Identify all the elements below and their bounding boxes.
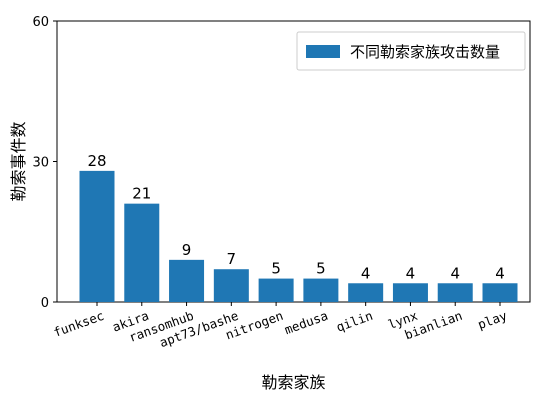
data-label: 4 (495, 264, 505, 282)
bar-ransomhub (169, 259, 205, 302)
bars (79, 170, 518, 302)
y-tick-label: 60 (32, 15, 49, 30)
y-axis-title: 勒索事件数 (9, 121, 28, 201)
data-label: 4 (361, 264, 371, 282)
y-tick-label: 0 (41, 296, 49, 311)
data-label: 9 (182, 241, 192, 259)
y-axis: 0 30 60 (32, 15, 57, 311)
bar-nitrogen (258, 278, 294, 302)
data-label: 28 (87, 152, 106, 170)
bar-akira (124, 203, 160, 302)
bar-apt73-bashe (213, 269, 249, 302)
data-label: 7 (227, 250, 237, 268)
data-label: 4 (450, 264, 460, 282)
data-label: 21 (132, 185, 151, 203)
legend-box (296, 31, 526, 71)
legend-swatch (306, 45, 340, 58)
y-tick-label: 30 (32, 156, 49, 171)
x-axis: funksec akiraransomhubapt73/bashenitrogen… (51, 302, 509, 350)
data-labels: 28 21 9 7 5 5 4 4 4 4 (87, 152, 504, 282)
x-tick-label: funksec (51, 308, 106, 340)
data-label: 4 (406, 264, 416, 282)
x-tick-label: play (476, 308, 510, 333)
bar-qilin (348, 283, 384, 302)
bar-funksec (79, 170, 115, 302)
legend-label: 不同勒索家族攻击数量 (350, 43, 500, 61)
bar-bianlian (437, 283, 473, 302)
legend: 不同勒索家族攻击数量 (296, 31, 526, 71)
data-label: 5 (271, 260, 281, 278)
bar-play (482, 283, 518, 302)
x-tick-label: qilin (334, 308, 375, 335)
x-axis-title: 勒索家族 (261, 373, 325, 392)
bar-lynx (392, 283, 428, 302)
bar-medusa (303, 278, 339, 302)
data-label: 5 (316, 260, 326, 278)
x-tick-label: medusa (282, 308, 330, 338)
